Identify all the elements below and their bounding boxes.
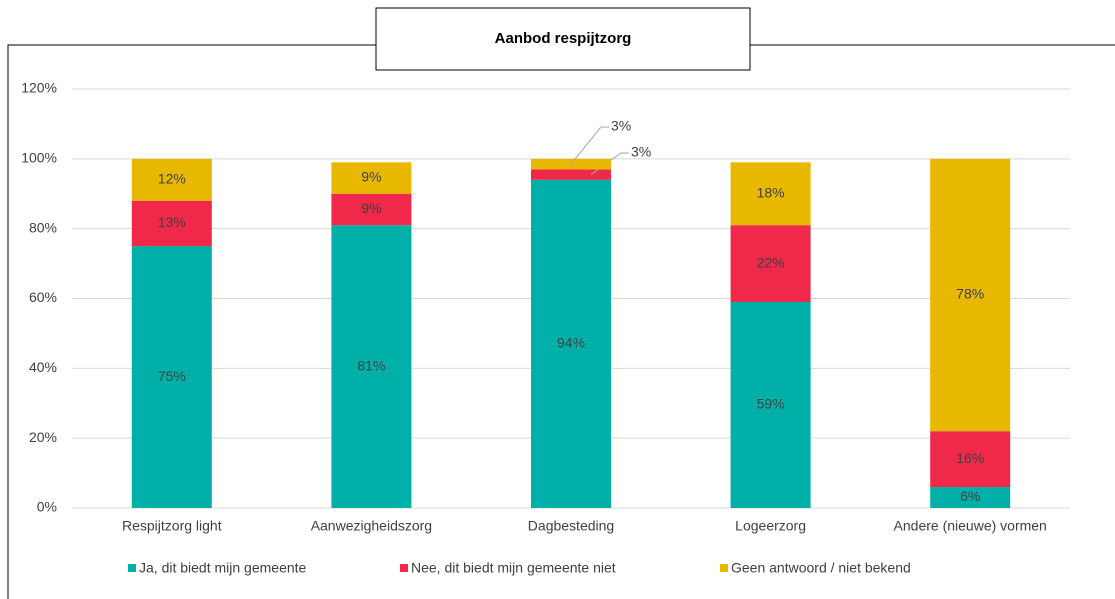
bar-segment xyxy=(131,158,212,201)
data-label: 94% xyxy=(557,335,585,351)
data-label: 75% xyxy=(158,368,186,384)
data-label: 3% xyxy=(631,144,651,160)
bar-segment xyxy=(730,301,811,508)
bar-segment xyxy=(331,225,412,509)
bar-segment xyxy=(730,225,811,302)
x-tick-label: Respijtzorg light xyxy=(122,518,222,534)
leader-line xyxy=(570,126,609,165)
data-label: 81% xyxy=(357,357,385,373)
x-tick-label: Aanwezigheidszorg xyxy=(311,518,432,534)
data-label: 6% xyxy=(960,488,980,504)
data-label: 78% xyxy=(956,286,984,302)
x-tick-label: Logeerzorg xyxy=(735,518,806,534)
data-label: 12% xyxy=(158,170,186,186)
y-tick-label: 40% xyxy=(29,359,57,375)
title-box xyxy=(375,7,751,71)
bar-segment xyxy=(930,487,1011,508)
bar-segment xyxy=(730,162,811,226)
data-label: 22% xyxy=(757,254,785,270)
data-label: 13% xyxy=(158,214,186,230)
data-label: 18% xyxy=(757,184,785,200)
y-tick-label: 60% xyxy=(29,289,57,305)
y-tick-label: 0% xyxy=(37,499,57,515)
legend-label: Ja, dit biedt mijn gemeente xyxy=(139,560,307,576)
legend-swatch xyxy=(128,564,136,572)
data-label: 16% xyxy=(956,450,984,466)
bar-segment xyxy=(131,246,212,508)
y-tick-label: 20% xyxy=(29,429,57,445)
y-tick-label: 80% xyxy=(29,219,57,235)
bar-segment xyxy=(930,158,1011,432)
y-tick-label: 100% xyxy=(21,150,57,166)
data-label: 9% xyxy=(361,200,381,216)
bar-segment xyxy=(331,193,412,226)
data-label: 3% xyxy=(611,118,631,134)
data-label: 59% xyxy=(757,396,785,412)
bar-segment xyxy=(531,169,611,180)
y-tick-label: 120% xyxy=(21,80,57,96)
data-label: 9% xyxy=(361,169,381,185)
x-tick-label: Dagbesteding xyxy=(528,518,614,534)
legend-swatch xyxy=(400,564,408,572)
bar-segment xyxy=(930,431,1011,488)
x-tick-label: Andere (nieuwe) vormen xyxy=(894,518,1047,534)
legend-swatch xyxy=(720,564,728,572)
legend-label: Geen antwoord / niet bekend xyxy=(731,560,911,576)
chart-border xyxy=(7,44,1115,599)
legend-label: Nee, dit biedt mijn gemeente niet xyxy=(411,560,616,576)
bar-segment xyxy=(331,162,412,194)
bar-segment xyxy=(131,200,212,247)
chart-title: Aanbod respijtzorg xyxy=(495,30,632,47)
bar-segment xyxy=(531,179,611,509)
